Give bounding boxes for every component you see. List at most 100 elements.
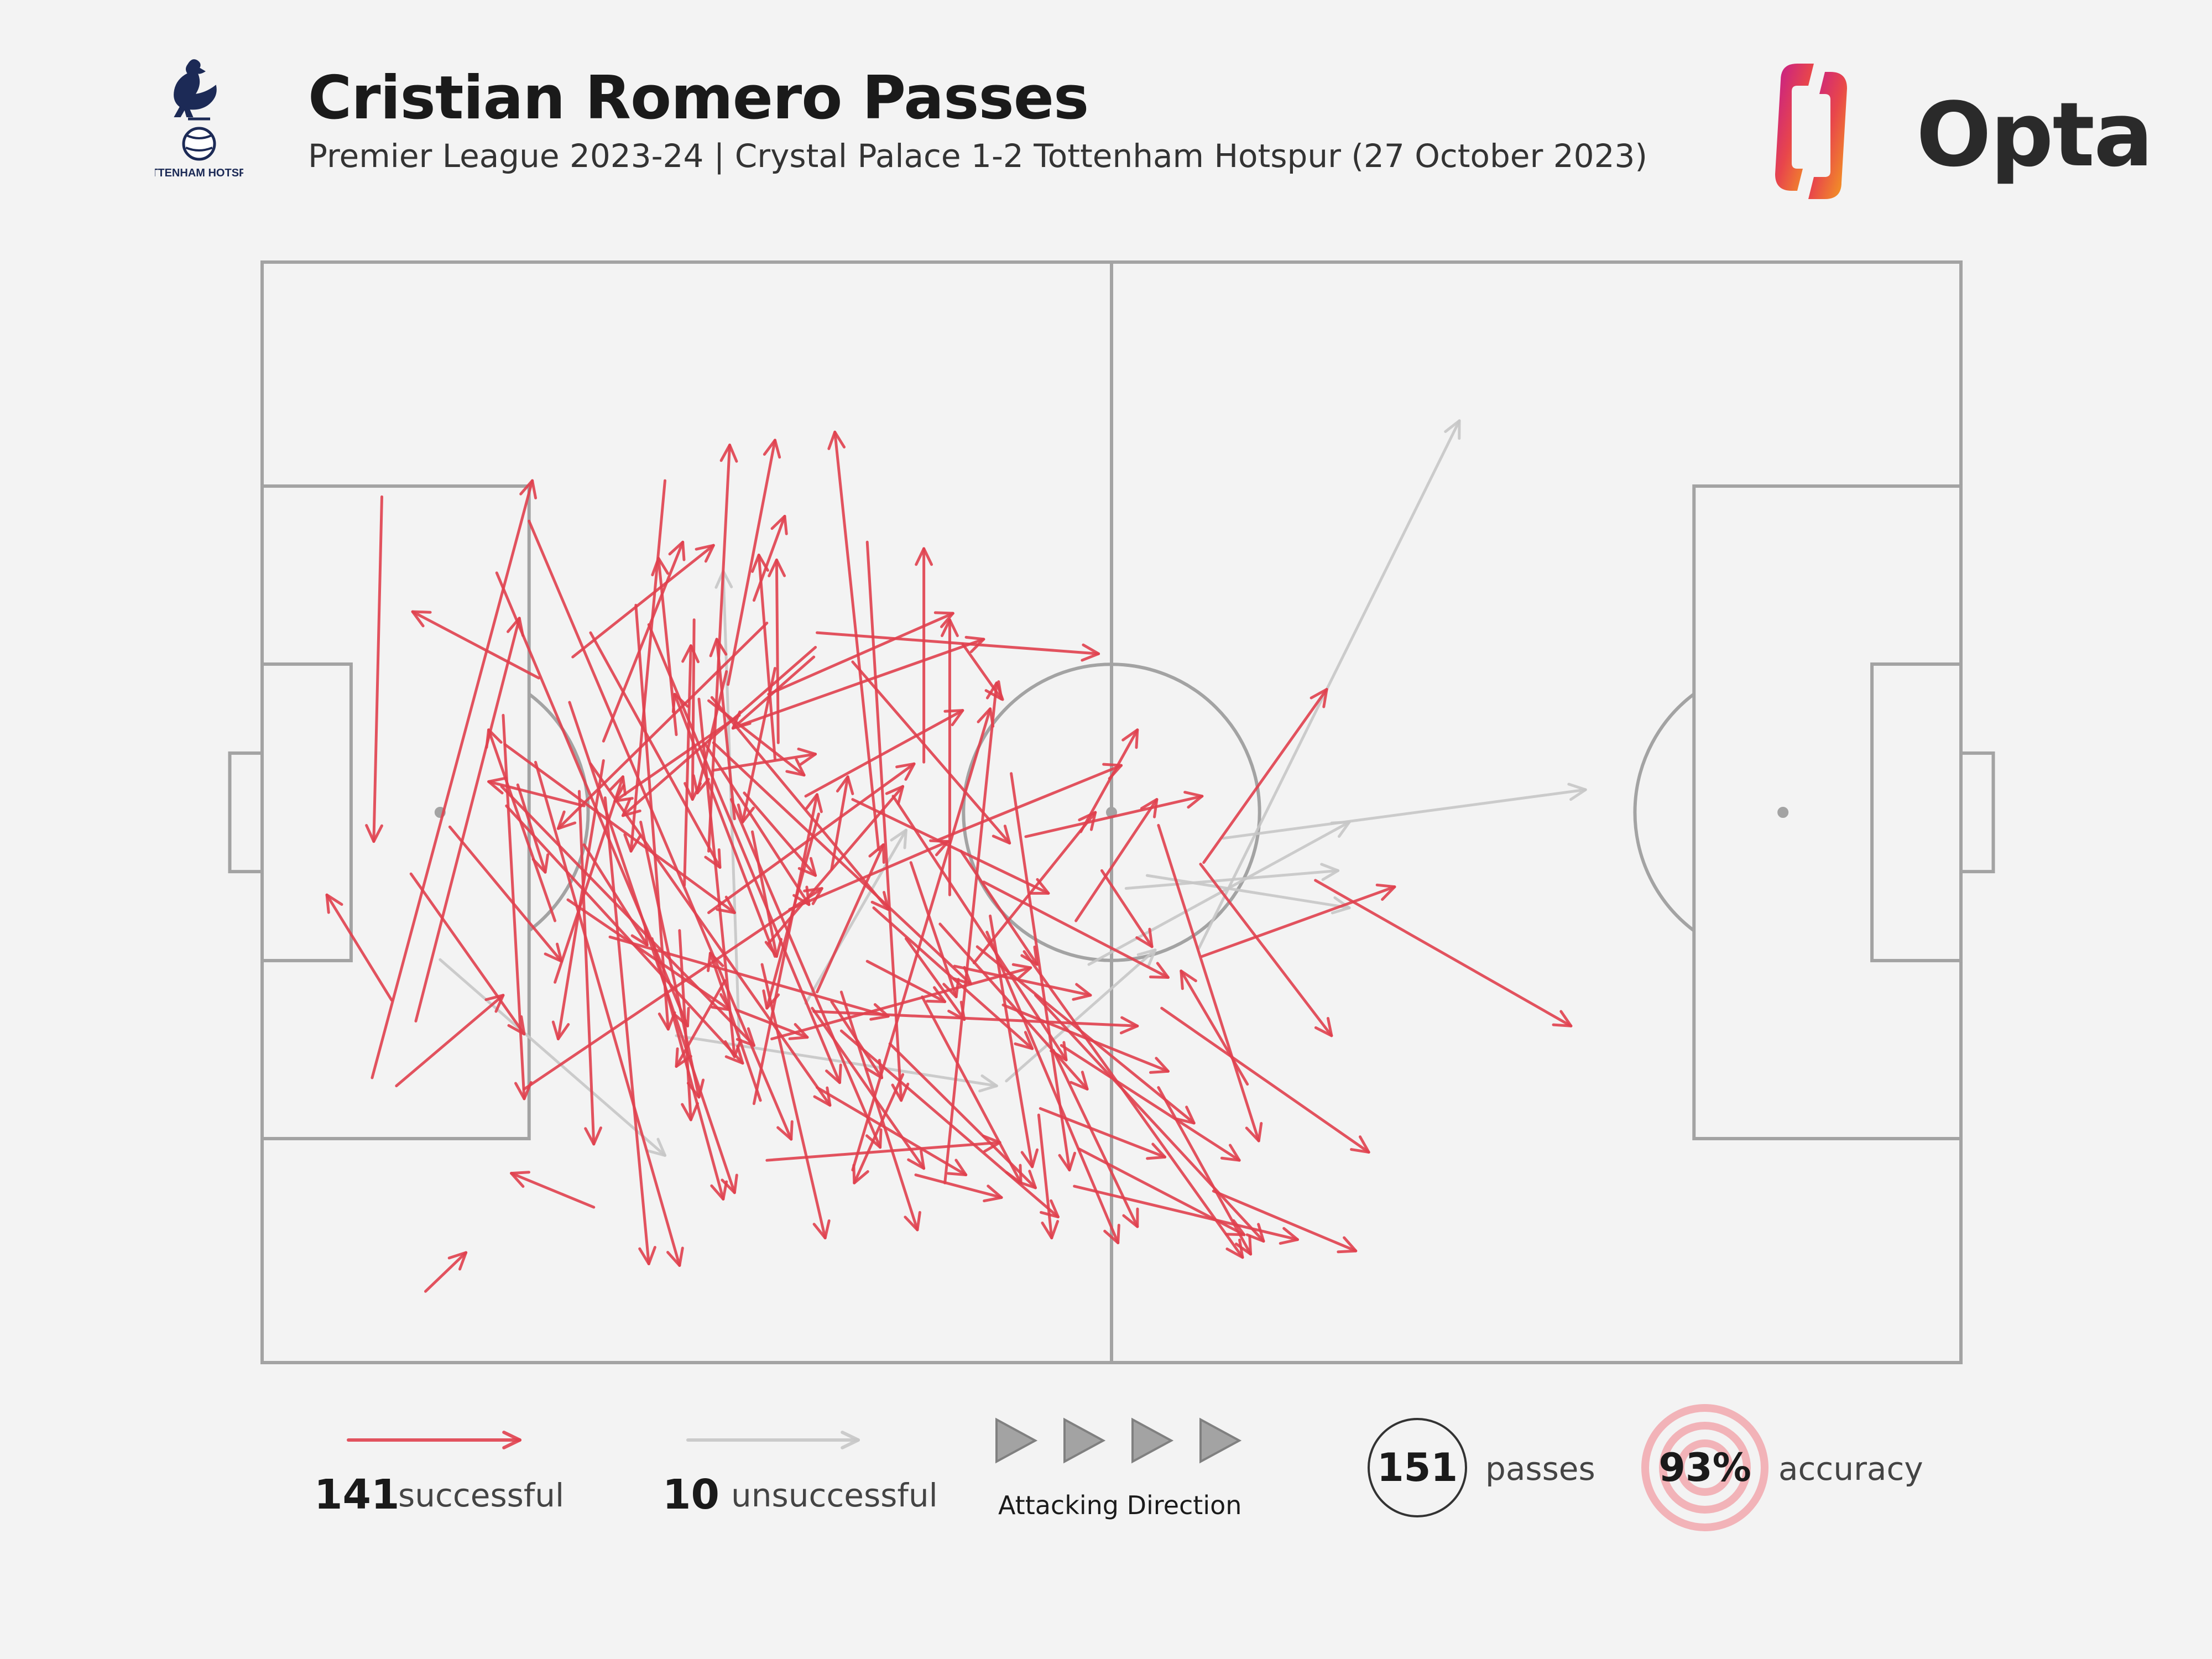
direction-triangle-4 xyxy=(1199,1417,1242,1464)
pass-arrow-successful xyxy=(1079,728,1139,833)
direction-triangle-3 xyxy=(1131,1417,1174,1464)
pitch-markings xyxy=(228,260,1995,1364)
pass-arrow-successful xyxy=(982,880,1170,979)
pass-arrow-successful xyxy=(731,655,816,730)
pass-arrow-successful xyxy=(816,843,885,994)
page-title: Cristian Romero Passes xyxy=(308,64,1089,133)
pass-arrow-successful xyxy=(704,743,811,906)
pass-arrow-successful xyxy=(727,439,781,686)
pass-arrow-successful xyxy=(839,990,921,1232)
pass-arrow-successful xyxy=(325,893,393,1001)
passes-count: 151 xyxy=(1376,1445,1458,1490)
passes-circle xyxy=(1368,1418,1467,1517)
pass-arrow-successful xyxy=(985,931,1120,1244)
pass-arrow-unsuccessful xyxy=(1005,948,1157,1083)
pass-arrow-successful xyxy=(1039,1107,1167,1160)
pass-arrow-successful xyxy=(752,514,788,602)
pass-arrow-successful xyxy=(737,667,776,824)
pass-arrow-unsuccessful xyxy=(1197,419,1461,950)
pass-arrow-unsuccessful xyxy=(675,1034,998,1093)
pass-arrow-successful xyxy=(411,610,540,680)
pass-arrow-successful xyxy=(830,775,854,870)
tottenham-hotspur-crest: TOTTENHAM HOTSPUR xyxy=(155,59,243,179)
pass-arrow-successful xyxy=(621,646,817,817)
pass-arrow-successful xyxy=(830,1000,884,1079)
pass-arrow-successful xyxy=(767,611,954,696)
pass-arrow-successful xyxy=(707,444,738,853)
pass-arrow-successful xyxy=(827,430,880,851)
pass-arrow-unsuccessful xyxy=(804,828,907,1005)
pass-arrow-successful xyxy=(505,804,744,1065)
pass-arrow-successful xyxy=(602,540,686,743)
successful-label: successful xyxy=(398,1477,565,1514)
pass-arrow-unsuccessful xyxy=(1222,782,1587,840)
pass-arrow-successful xyxy=(1180,969,1249,1086)
pass-arrow-successful xyxy=(487,776,586,807)
pass-arrow-successful xyxy=(551,759,605,1041)
pass-arrow-successful xyxy=(1157,1086,1253,1256)
pass-arrow-successful xyxy=(975,945,1196,1125)
pass-arrow-successful xyxy=(554,775,627,984)
accuracy-label: accuracy xyxy=(1778,1450,1923,1488)
pass-arrow-successful xyxy=(938,922,1089,1091)
pass-arrow-successful xyxy=(712,747,817,772)
pass-arrow-successful xyxy=(1037,1113,1060,1240)
pass-arrow-successful xyxy=(534,760,684,1267)
crest-text: TOTTENHAM HOTSPUR xyxy=(155,167,243,179)
pass-arrow-successful xyxy=(371,479,538,1079)
pass-arrow-successful xyxy=(582,843,649,947)
pass-arrow-successful xyxy=(692,670,728,795)
pass-arrow-successful xyxy=(751,554,776,760)
unsuccessful-count: 10 xyxy=(662,1471,719,1519)
pass-arrow-successful xyxy=(1160,1006,1370,1154)
pass-arrow-successful xyxy=(729,798,883,1149)
legend-successful-arrow xyxy=(347,1431,521,1449)
pass-arrow-successful xyxy=(739,635,985,727)
pass-arrow-successful xyxy=(914,1173,1003,1203)
pass-arrow-successful xyxy=(941,618,959,896)
pass-arrow-successful xyxy=(603,796,656,1265)
right-penalty-arc xyxy=(1633,692,1695,932)
passes-label: passes xyxy=(1485,1450,1595,1488)
opta-wordmark: Opta xyxy=(1916,83,2153,186)
direction-triangle-2 xyxy=(1063,1417,1106,1464)
pass-arrow-successful xyxy=(1034,994,1265,1243)
pass-arrow-successful xyxy=(710,696,890,911)
pass-arrow-successful xyxy=(709,638,736,821)
accuracy-value: 93% xyxy=(1658,1445,1751,1490)
left-penalty-arc xyxy=(528,692,590,932)
pass-arrow-successful xyxy=(812,1010,1139,1035)
pass-arrow-successful xyxy=(1100,869,1154,948)
unsuccessful-label: unsuccessful xyxy=(731,1477,938,1514)
pass-arrow-successful xyxy=(678,929,699,1121)
pass-arrow-successful xyxy=(623,479,667,853)
pass-arrow-successful xyxy=(639,821,705,1099)
pass-arrow-successful xyxy=(752,793,823,1105)
pass-arrow-successful xyxy=(943,681,1004,1185)
centre-circle xyxy=(962,662,1261,962)
pass-arrow-successful xyxy=(865,959,947,1003)
pass-arrow-successful xyxy=(750,830,783,958)
pass-arrow-successful xyxy=(503,743,736,914)
pass-arrow-unsuccessful xyxy=(439,958,667,1157)
right-penalty-spot xyxy=(1777,807,1789,818)
pass-arrow-successful xyxy=(485,728,557,922)
pass-arrow-successful xyxy=(852,1073,905,1185)
pass-arrow-successful xyxy=(571,544,715,659)
page-subtitle: Premier League 2023-24 | Crystal Palace … xyxy=(308,137,1648,175)
right-goal xyxy=(1959,751,1995,874)
pass-arrow-successful xyxy=(608,935,890,1021)
legend-unsuccessful-arrow xyxy=(686,1431,860,1449)
attacking-direction-arrows xyxy=(995,1417,1242,1464)
attacking-direction-label: Attacking Direction xyxy=(998,1490,1242,1520)
pass-arrow-successful xyxy=(816,1086,968,1177)
pass-arrow-successful xyxy=(921,995,1022,1185)
pass-arrow-successful xyxy=(671,692,776,958)
direction-triangle-1 xyxy=(995,1417,1038,1464)
pass-arrow-successful xyxy=(516,783,550,874)
pass-arrow-successful xyxy=(613,713,741,803)
pass-arrow-successful xyxy=(959,849,1039,966)
pass-arrow-successful xyxy=(872,906,1034,1050)
pass-arrow-successful xyxy=(510,1171,596,1209)
